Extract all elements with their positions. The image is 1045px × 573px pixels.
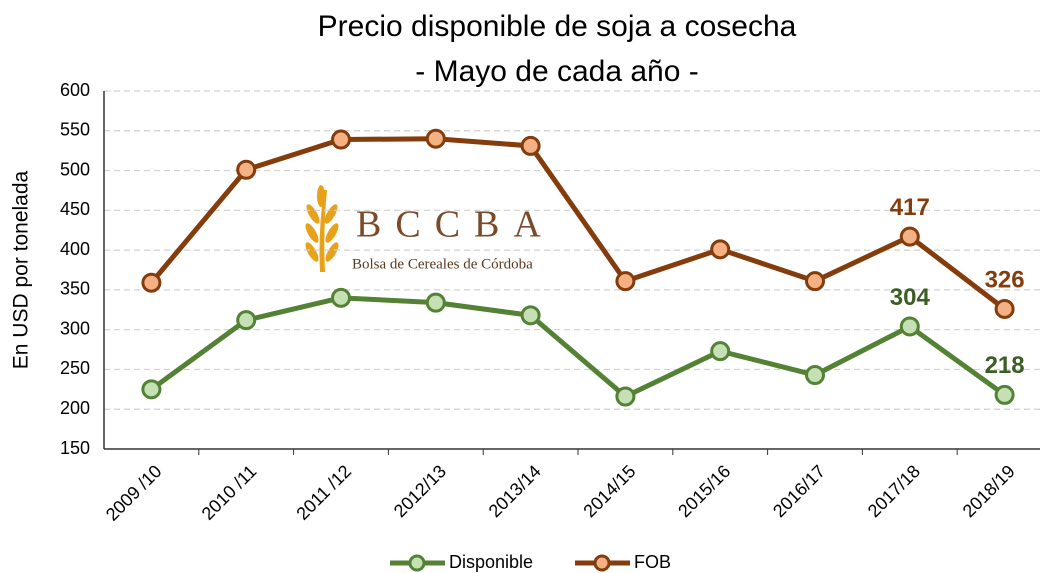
x-tick-label: 2018/19 <box>959 461 1019 521</box>
point <box>141 272 162 293</box>
y-axis-label: En USD por tonelada <box>10 170 33 369</box>
y-tick-label: 200 <box>60 398 90 418</box>
chart-subtitle: - Mayo de cada año - <box>415 55 699 88</box>
point <box>331 287 351 308</box>
y-tick-label: 450 <box>60 199 90 219</box>
point <box>710 341 731 362</box>
point <box>236 310 257 331</box>
logo: BCCBA Bolsa de Cereales de Córdoba <box>305 185 541 272</box>
point <box>805 365 825 386</box>
x-tick-label: 2011 /12 <box>292 461 355 524</box>
legend-label: Disponible <box>449 552 533 572</box>
point <box>425 292 446 313</box>
y-tick-label: 250 <box>60 358 90 378</box>
chart-title: Precio disponible de soja a cosecha <box>318 10 797 43</box>
logo-subtitle: Bolsa de Cereales de Córdoba <box>352 256 533 272</box>
y-tick-label: 350 <box>60 279 90 299</box>
point <box>899 226 920 247</box>
x-tick-label: 2014/15 <box>579 461 639 521</box>
series-line <box>149 136 1007 311</box>
x-tick-label: 2010 /11 <box>198 461 261 524</box>
y-tick-label: 400 <box>60 239 90 259</box>
data-label: 304 <box>890 284 931 311</box>
data-label: 417 <box>890 194 930 221</box>
y-tick-label: 600 <box>60 80 90 100</box>
x-tick-label: 2016/17 <box>769 461 829 521</box>
point <box>899 316 920 337</box>
point <box>236 159 257 180</box>
logo-icon <box>305 185 339 272</box>
legend-label: FOB <box>634 552 671 572</box>
x-tick-label: 2009 /10 <box>102 461 166 525</box>
x-tick-label: 2013/14 <box>485 461 545 521</box>
data-label: 326 <box>985 266 1025 293</box>
point <box>710 239 731 260</box>
point <box>520 135 541 156</box>
point <box>994 384 1015 405</box>
legend-marker <box>408 554 426 572</box>
y-tick-label: 150 <box>60 438 90 458</box>
x-tick-label: 2012/13 <box>390 461 450 521</box>
point <box>805 271 825 292</box>
series-line <box>149 295 1007 399</box>
x-tick-label: 2015/16 <box>674 461 734 521</box>
x-tick-label: 2017/18 <box>864 461 924 521</box>
point <box>331 129 351 150</box>
point <box>615 271 636 292</box>
point <box>520 305 541 326</box>
point <box>141 379 162 400</box>
y-tick-label: 500 <box>60 159 90 179</box>
data-label: 218 <box>985 352 1025 379</box>
point <box>615 386 636 407</box>
legend-marker <box>593 554 611 572</box>
y-tick-label: 550 <box>60 120 90 140</box>
y-tick-label: 300 <box>60 318 90 338</box>
grid <box>104 90 1040 410</box>
point <box>994 298 1015 319</box>
point <box>425 128 446 149</box>
